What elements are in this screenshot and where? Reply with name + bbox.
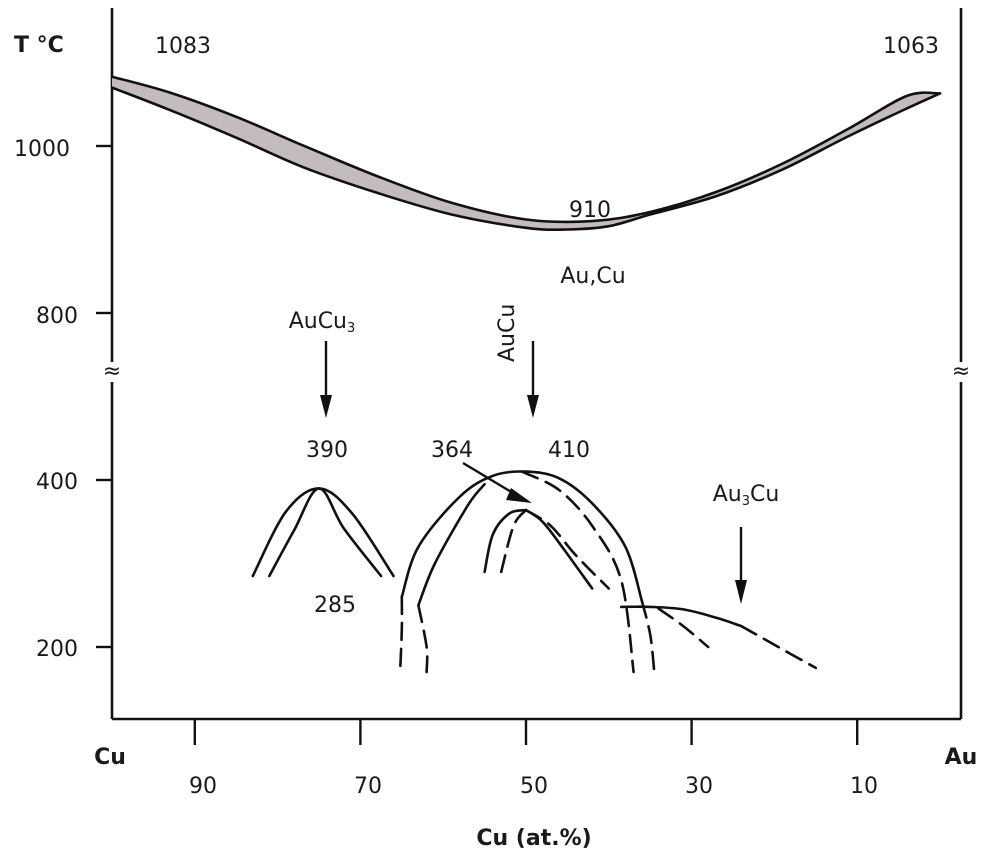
y-tick-label-200: 200 (36, 637, 78, 662)
curve-aucu-inner-left (417, 482, 486, 607)
liquidus-curve (110, 75, 942, 224)
x-tick-label-10: 10 (850, 774, 878, 799)
curve-aucu-low-inner-left (499, 508, 528, 574)
arrow-au3cu (735, 527, 747, 604)
label-aucu-364: 364 (431, 438, 473, 463)
y-tick-label-800: 800 (36, 304, 78, 329)
label-aucu3-peak: 390 (306, 438, 348, 463)
curve-aucu-low-inner-right (524, 508, 611, 590)
label-aucu-410: 410 (548, 438, 590, 463)
y-tick-label-1000: 1000 (14, 137, 70, 162)
x-tick-label-70: 70 (354, 774, 382, 799)
arrow-364 (462, 461, 532, 503)
curve-au3cu-dashed-lower (657, 607, 710, 649)
arrow-aucu3 (320, 341, 332, 418)
label-au-melting-point: 1063 (883, 34, 939, 59)
solidus-curve (110, 86, 942, 232)
label-minimum: 910 (569, 198, 611, 223)
x-end-label-au: Au (945, 745, 978, 770)
label-cu-melting-point: 1083 (155, 34, 211, 59)
curve-aucu-outer-right-ext (640, 599, 656, 674)
label-phase-au3cu: Au3Cu (713, 482, 780, 509)
curve-aucu-outer-left-ext (398, 595, 404, 674)
curve-aucu-inner-right (520, 470, 635, 674)
curve-aucu-outer-left (400, 470, 644, 603)
curve-aucu-inner-left-ext (417, 604, 429, 674)
curve-aucu3-outer (251, 487, 395, 578)
label-phase-aucu3: AuCu3 (289, 309, 356, 336)
x-axis-label: Cu (at.%) (476, 826, 591, 851)
x-tick-label-90: 90 (189, 774, 217, 799)
axis-ticks (96, 144, 859, 745)
arrows (320, 341, 747, 604)
ordering-curves (251, 470, 818, 674)
y-axis-label: T °C (14, 33, 64, 58)
curve-au3cu-solid (619, 605, 743, 628)
label-aucu3-eutectoid: 285 (314, 593, 356, 618)
liquidus-solidus-band (112, 76, 940, 230)
y-tick-label-400: 400 (36, 470, 78, 495)
label-phase-au-cu: Au,Cu (560, 264, 625, 289)
label-phase-aucu: AuCu (495, 304, 520, 362)
x-end-label-cu: Cu (94, 745, 126, 770)
curve-aucu-low-outer-right (524, 508, 594, 590)
axis-break-right: ≈ (952, 359, 970, 384)
curve-aucu-low-outer-left (483, 508, 528, 574)
x-tick-label-50: 50 (520, 774, 548, 799)
x-tick-label-30: 30 (685, 774, 713, 799)
arrow-aucu (527, 341, 539, 418)
curve-aucu3-inner (268, 487, 383, 578)
curve-au3cu-dashed-upper (740, 624, 818, 670)
axis-break-left: ≈ (103, 359, 121, 384)
